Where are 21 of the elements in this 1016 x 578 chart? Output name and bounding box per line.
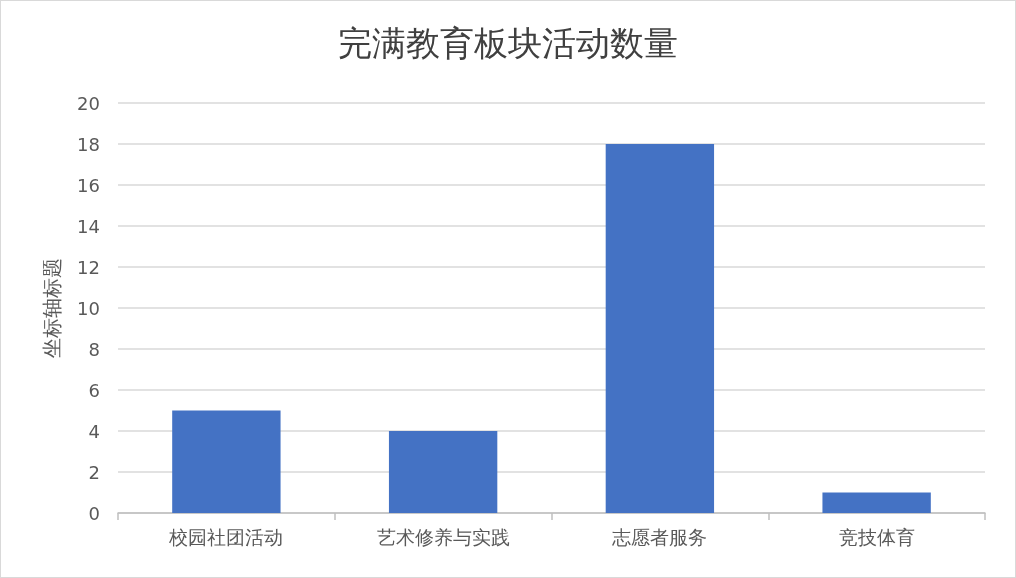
y-axis-title: 坐标轴标题	[40, 258, 64, 358]
y-tick-label: 2	[88, 461, 100, 483]
chart-title: 完满教育板块活动数量	[338, 23, 678, 63]
bar	[605, 144, 715, 513]
x-tick-label: 校园社团活动	[168, 525, 284, 548]
bar	[388, 431, 498, 513]
x-tick-label: 竞技体育	[838, 525, 915, 548]
x-tick-label: 艺术修养与实践	[376, 525, 510, 548]
y-tick-label: 18	[77, 133, 100, 155]
y-tick-label: 4	[88, 420, 100, 442]
y-tick-label: 0	[88, 502, 100, 524]
y-tick-label: 20	[77, 92, 100, 114]
x-tick-label: 志愿者服务	[612, 525, 708, 548]
y-tick-label: 14	[77, 215, 100, 237]
bar	[822, 492, 931, 513]
y-tick-label: 12	[77, 256, 100, 278]
bar	[172, 410, 281, 513]
y-tick-label: 10	[77, 297, 100, 319]
y-tick-label: 8	[88, 338, 100, 360]
y-tick-label: 16	[77, 174, 100, 196]
y-tick-label: 6	[88, 379, 100, 401]
